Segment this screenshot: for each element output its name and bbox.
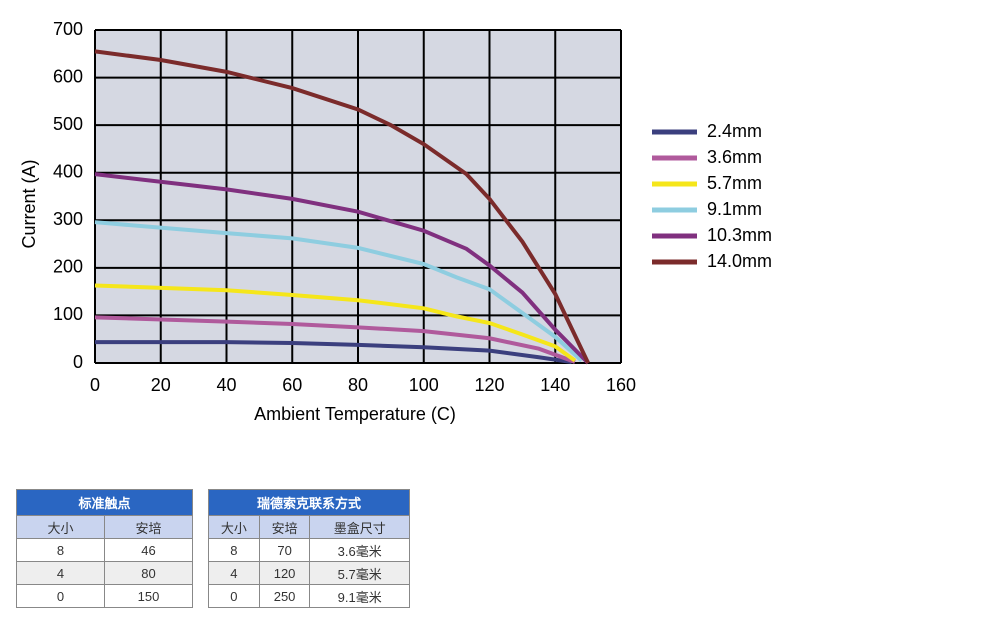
- line: [94, 315, 576, 364]
- y-tick-label: 400: [53, 161, 83, 181]
- x-tick-label: 0: [90, 375, 100, 395]
- table-row: 8 70 3.6毫米: [208, 538, 410, 562]
- x-tick-label: 20: [151, 375, 171, 395]
- y-tick-label: 200: [53, 257, 83, 277]
- legend-label: 14.0mm: [707, 251, 772, 271]
- column-header: 墨盒尺寸: [309, 515, 410, 539]
- line: [94, 172, 590, 365]
- line: [95, 340, 572, 365]
- y-tick-label: 500: [53, 114, 83, 134]
- x-tick-label: 160: [606, 375, 636, 395]
- table-cell: 4: [208, 561, 260, 585]
- column-header: 大小: [16, 515, 105, 539]
- legend-label: 10.3mm: [707, 225, 772, 245]
- column-row: 大小 安培 墨盒尺寸: [208, 515, 410, 539]
- y-tick-label: 0: [73, 352, 83, 372]
- legend-label: 9.1mm: [707, 199, 762, 219]
- table: 瑞德索克联系方式 大小 安培 墨盒尺寸 8 70 3.6毫米 4 120 5.7毫米 0 250 9.1…: [208, 489, 410, 608]
- table-cell: 5.7毫米: [309, 561, 410, 585]
- table-cell: 46: [104, 538, 193, 562]
- header-row: 标准触点: [16, 489, 193, 516]
- table-title: 瑞德索克联系方式: [208, 489, 410, 516]
- table-cell: 8: [208, 538, 260, 562]
- y-tick-label: 700: [53, 19, 83, 39]
- table-cell: 70: [258, 538, 311, 562]
- y-axis-label: Current (A): [19, 159, 39, 248]
- column-row: 大小 安培: [16, 515, 193, 539]
- table-cell: 8: [16, 538, 105, 562]
- legend-label: 2.4mm: [707, 121, 762, 141]
- table-cell: 9.1毫米: [309, 584, 410, 608]
- table-row: 4 80: [16, 561, 193, 585]
- x-tick-label: 40: [216, 375, 236, 395]
- y-tick-label: 600: [53, 66, 83, 86]
- legend-label: 5.7mm: [707, 173, 762, 193]
- x-axis-label: Ambient Temperature (C): [254, 404, 456, 424]
- x-tick-label: 100: [409, 375, 439, 395]
- y-tick-label: 300: [53, 209, 83, 229]
- line: [94, 49, 590, 364]
- table-row: 8 46: [16, 538, 193, 562]
- x-tick-label: 140: [540, 375, 570, 395]
- chart: Ambient Temperature (C) Current (A) 0 100…: [19, 19, 772, 424]
- table: 标准触点 大小 安培 8 46 4 80 0 150: [16, 489, 193, 608]
- table-cell: 150: [104, 584, 193, 608]
- table-cell: 4: [16, 561, 105, 585]
- table-cell: 0: [16, 584, 105, 608]
- table-cell: 80: [104, 561, 193, 585]
- table-row: 0 250 9.1毫米: [208, 584, 410, 608]
- column-header: 大小: [208, 515, 260, 539]
- line: [94, 220, 583, 363]
- legend-label: 3.6mm: [707, 147, 762, 167]
- table-row: 0 150: [16, 584, 193, 608]
- table-row: 4 120 5.7毫米: [208, 561, 410, 585]
- x-tick-label: 60: [282, 375, 302, 395]
- table-cell: 0: [208, 584, 260, 608]
- line: [94, 283, 577, 363]
- table-title: 标准触点: [16, 489, 193, 516]
- y-tick-label: 100: [53, 304, 83, 324]
- column-header: 安培: [258, 515, 311, 539]
- x-tick-label: 120: [474, 375, 504, 395]
- x-tick-label: 80: [348, 375, 368, 395]
- table-cell: 250: [258, 584, 311, 608]
- table-cell: 120: [258, 561, 311, 585]
- table-cell: 3.6毫米: [309, 538, 410, 562]
- column-header: 安培: [104, 515, 193, 539]
- header-row: 瑞德索克联系方式: [208, 489, 410, 516]
